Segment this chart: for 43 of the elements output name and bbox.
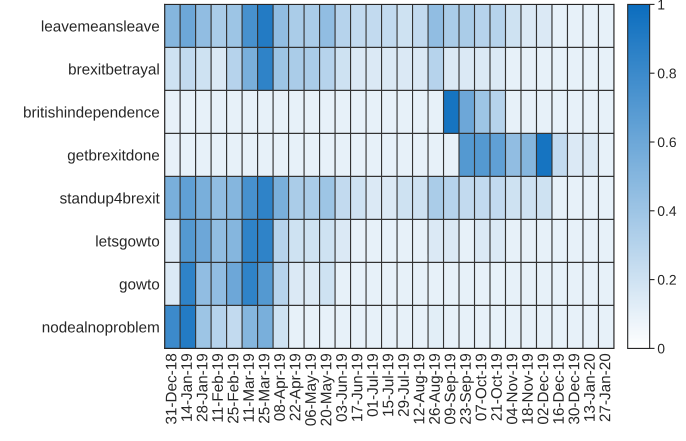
x-tick-label: 03-Jun-19 [336,354,347,422]
x-tick-label: 27-Jan-20 [600,354,610,422]
x-tick-label: 18-Nov-19 [522,354,533,424]
color-bar-label: 0 [658,344,664,354]
x-tick-label: 16-Dec-19 [553,354,564,424]
color-bar-label: 0.8 [658,68,676,78]
x-tick-label: 31-Dec-18 [166,354,176,424]
x-tick-label: 25-Mar-19 [258,354,270,423]
x-tick-label: 25-Feb-19 [227,354,238,423]
x-tick-label: 11-Mar-19 [243,354,254,422]
x-tick-label: 12-Aug-19 [414,354,428,424]
x-tick-label: 01-Jul-19 [366,354,378,416]
y-tick-label: standup4brexit [60,192,160,207]
color-bar-label: 0.6 [658,137,676,148]
y-tick-label: leavemeansleave [42,20,160,32]
x-tick-label: 14-Jan-19 [181,354,192,421]
y-tick-label: getbrexitdone [68,149,160,164]
color-bar-label: 0.2 [658,274,676,285]
x-tick-label: 15-Jul-19 [382,354,394,416]
y-tick-label: britishindependence [24,106,160,121]
y-tick-label: gowto [120,280,160,293]
x-tick-label: 04-Nov-19 [506,354,518,424]
x-tick-label: 30-Dec-19 [568,354,580,424]
x-tick-label: 17-Jun-19 [352,354,362,421]
y-tick-label: nodealnoproblem [42,321,159,336]
x-tick-label: 22-Apr-19 [290,354,304,420]
x-tick-label: 11-Feb-19 [212,354,223,422]
x-tick-label: 02-Dec-19 [538,354,548,424]
color-bar-label: 0.4 [658,206,676,216]
x-tick-label: 29-Jul-19 [398,354,409,416]
y-tick-label: letsgowto [96,235,160,250]
x-tick-label: 09-Sep-19 [444,354,458,424]
x-tick-label: 06-May-19 [305,354,319,426]
x-tick-label: 26-Aug-19 [429,354,443,424]
x-tick-label: 07-Oct-19 [476,354,486,421]
color-bar-label: 1 [658,0,664,10]
x-tick-label: 13-Jan-20 [584,354,595,421]
x-tick-label: 20-May-19 [320,354,334,426]
x-tick-label: 23-Sep-19 [460,354,474,424]
y-tick-label: brexitbetrayal [69,63,159,78]
x-tick-label: 08-Apr-19 [274,354,288,421]
x-tick-label: 28-Jan-19 [196,354,208,422]
x-tick-label: 21-Oct-19 [491,354,502,420]
